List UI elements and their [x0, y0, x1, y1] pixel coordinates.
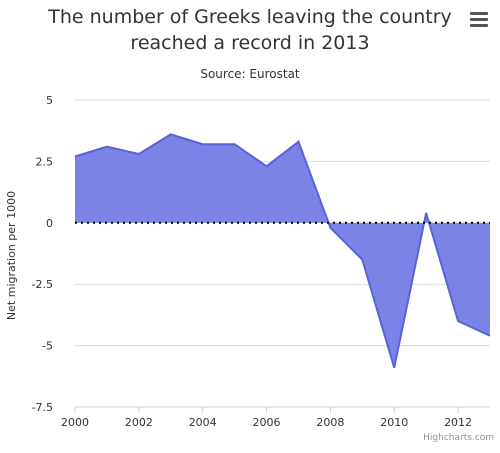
chart-menu-button[interactable]: [468, 10, 490, 30]
data-point[interactable]: [233, 142, 237, 146]
y-tick-label: -5: [42, 340, 53, 353]
data-point[interactable]: [73, 154, 77, 158]
x-tick-label: 2004: [189, 416, 217, 429]
data-point[interactable]: [456, 319, 460, 323]
hamburger-menu-icon-bar: [470, 18, 488, 21]
y-tick-label: 0: [46, 217, 53, 230]
data-point[interactable]: [201, 142, 205, 146]
data-point[interactable]: [360, 258, 364, 262]
x-tick-label: 2008: [316, 416, 344, 429]
area-fill: [75, 134, 490, 368]
y-axis-title: Net migration per 1000: [5, 191, 18, 320]
x-tick-label: 2000: [61, 416, 89, 429]
data-point[interactable]: [328, 226, 332, 230]
chart-title-line-2: reached a record in 2013: [130, 32, 370, 54]
y-tick-label: -7.5: [32, 401, 53, 414]
x-tick-label: 2012: [444, 416, 472, 429]
data-point[interactable]: [169, 132, 173, 136]
hamburger-menu-icon-bar: [470, 24, 488, 27]
data-point[interactable]: [265, 164, 269, 168]
credits-link[interactable]: Highcharts.com: [423, 433, 494, 443]
y-tick-label: -2.5: [32, 278, 53, 291]
y-tick-label: 5: [46, 94, 53, 107]
data-point[interactable]: [424, 211, 428, 215]
data-point[interactable]: [137, 152, 141, 156]
y-tick-label: 2.5: [36, 155, 54, 168]
chart-title-line-1: The number of Greeks leaving the country: [48, 6, 452, 28]
x-tick-label: 2002: [125, 416, 153, 429]
data-point[interactable]: [105, 145, 109, 149]
chart-title: The number of Greeks leaving the country…: [0, 4, 500, 56]
x-tick-label: 2010: [380, 416, 408, 429]
series-line: [74, 133, 491, 368]
data-point[interactable]: [392, 366, 396, 370]
hamburger-menu-icon: [470, 12, 488, 15]
data-point[interactable]: [488, 334, 492, 338]
data-point[interactable]: [296, 140, 300, 144]
chart-subtitle: Source: Eurostat: [200, 67, 300, 81]
x-tick-label: 2006: [253, 416, 281, 429]
